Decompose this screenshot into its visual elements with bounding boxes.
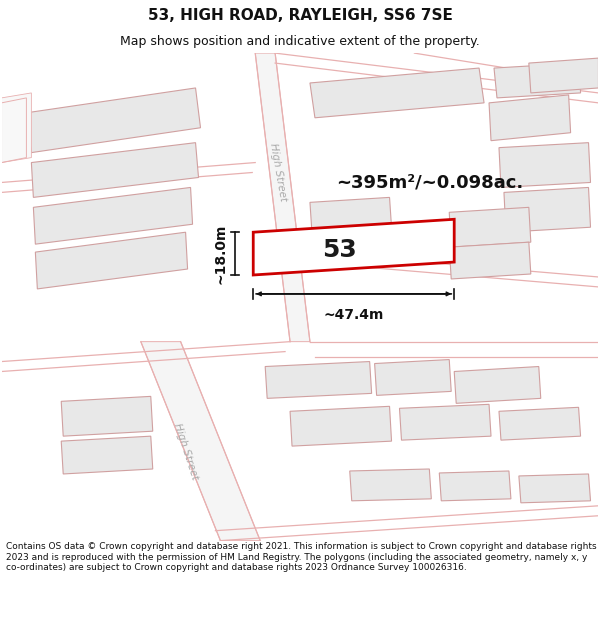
Polygon shape <box>499 408 581 440</box>
Text: 53: 53 <box>322 238 357 262</box>
Text: High Street: High Street <box>268 142 288 202</box>
Polygon shape <box>310 198 392 232</box>
Text: High Street: High Street <box>172 421 199 481</box>
Polygon shape <box>141 342 260 541</box>
Polygon shape <box>265 361 371 398</box>
Polygon shape <box>61 436 153 474</box>
Polygon shape <box>499 142 590 188</box>
Polygon shape <box>310 68 484 118</box>
Polygon shape <box>290 406 392 446</box>
Text: ~395m²/~0.098ac.: ~395m²/~0.098ac. <box>336 174 523 191</box>
Polygon shape <box>374 359 451 396</box>
Polygon shape <box>454 366 541 403</box>
Polygon shape <box>350 469 431 501</box>
Polygon shape <box>449 208 531 247</box>
Text: 53, HIGH ROAD, RAYLEIGH, SS6 7SE: 53, HIGH ROAD, RAYLEIGH, SS6 7SE <box>148 8 452 23</box>
Polygon shape <box>400 404 491 440</box>
Polygon shape <box>2 93 31 162</box>
Polygon shape <box>449 242 531 279</box>
Polygon shape <box>35 232 188 289</box>
Text: ~18.0m: ~18.0m <box>214 223 227 284</box>
Polygon shape <box>34 188 193 244</box>
Polygon shape <box>255 53 310 342</box>
Polygon shape <box>253 219 454 275</box>
Text: Map shows position and indicative extent of the property.: Map shows position and indicative extent… <box>120 34 480 48</box>
Text: Contains OS data © Crown copyright and database right 2021. This information is : Contains OS data © Crown copyright and d… <box>6 542 596 572</box>
Polygon shape <box>439 471 511 501</box>
Polygon shape <box>31 142 199 198</box>
Polygon shape <box>61 396 153 436</box>
Polygon shape <box>529 58 598 93</box>
Polygon shape <box>494 63 581 98</box>
Polygon shape <box>310 230 392 263</box>
Polygon shape <box>489 95 571 141</box>
Polygon shape <box>26 88 200 152</box>
Polygon shape <box>519 474 590 503</box>
Text: ~47.4m: ~47.4m <box>323 308 384 322</box>
Polygon shape <box>504 188 590 232</box>
